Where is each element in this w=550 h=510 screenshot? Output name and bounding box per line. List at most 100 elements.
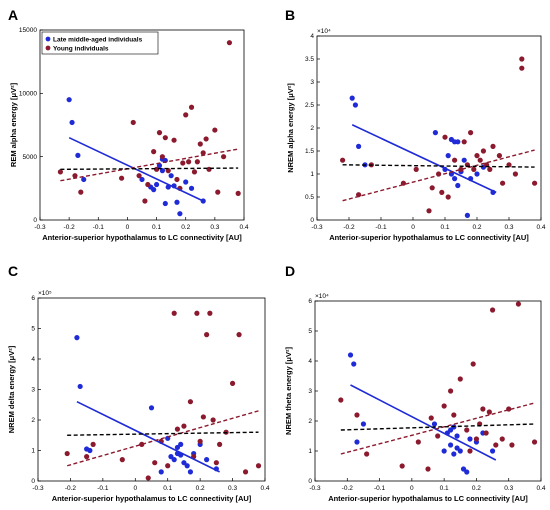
data-point bbox=[66, 97, 72, 103]
data-point bbox=[181, 423, 187, 429]
data-point bbox=[428, 415, 434, 421]
legend-entry: Young individuals bbox=[53, 45, 109, 52]
data-point bbox=[174, 176, 180, 183]
data-point bbox=[452, 176, 458, 182]
data-point bbox=[451, 412, 457, 418]
data-point bbox=[153, 181, 160, 188]
data-point bbox=[204, 332, 210, 338]
data-point bbox=[168, 173, 174, 179]
x-tick-label: 0.2 bbox=[472, 224, 481, 231]
data-point bbox=[72, 173, 78, 179]
data-point bbox=[351, 361, 357, 367]
panel-letter: C bbox=[8, 263, 18, 279]
data-point bbox=[464, 212, 470, 218]
x-tick-label: 0.3 bbox=[228, 485, 237, 492]
fit-line bbox=[342, 149, 535, 202]
data-point bbox=[448, 442, 454, 448]
data-point bbox=[165, 168, 171, 174]
data-point bbox=[165, 463, 171, 469]
data-point bbox=[432, 130, 438, 136]
y-tick-label: 3 bbox=[308, 388, 312, 395]
fit-line bbox=[60, 148, 239, 182]
axis-multiplier: ×10⁴ bbox=[315, 293, 329, 300]
x-tick-label: -0.1 bbox=[375, 224, 387, 231]
data-point bbox=[486, 409, 492, 415]
plot-frame bbox=[39, 29, 245, 221]
data-point bbox=[81, 176, 87, 183]
legend-box bbox=[41, 31, 159, 55]
data-point bbox=[467, 436, 473, 442]
data-point bbox=[217, 441, 223, 447]
panel-d: D -0.3 -0.2 -0.1 0 0.1 0.2 0.3 0.4 0 1 2 3 4 5 6×10⁴ Ant… bbox=[284, 263, 546, 503]
data-point bbox=[171, 457, 177, 463]
data-point bbox=[136, 173, 142, 179]
data-point bbox=[356, 192, 362, 198]
data-point bbox=[519, 65, 525, 71]
data-point bbox=[515, 301, 522, 307]
data-point bbox=[235, 190, 241, 196]
data-point bbox=[441, 448, 447, 454]
data-point bbox=[426, 208, 432, 214]
x-tick-label: 0.3 bbox=[210, 224, 219, 231]
data-point bbox=[349, 95, 355, 101]
x-tick-label: 0 bbox=[126, 224, 130, 231]
data-point bbox=[152, 460, 158, 466]
data-point bbox=[221, 154, 227, 160]
data-point bbox=[159, 154, 165, 160]
data-point bbox=[480, 406, 486, 412]
data-point bbox=[139, 176, 145, 183]
y-tick-label: 6 bbox=[31, 295, 35, 302]
data-point bbox=[425, 466, 431, 472]
data-point bbox=[490, 143, 496, 149]
data-point bbox=[512, 171, 519, 177]
data-point bbox=[119, 175, 125, 181]
data-point bbox=[174, 444, 181, 451]
data-point bbox=[531, 439, 538, 445]
fit-line bbox=[68, 136, 204, 202]
x-tick-label: 0.1 bbox=[440, 485, 449, 492]
data-point bbox=[415, 439, 421, 445]
data-point bbox=[435, 433, 441, 439]
data-point bbox=[84, 454, 90, 460]
data-point bbox=[474, 171, 480, 177]
data-point bbox=[191, 169, 198, 175]
data-point bbox=[188, 185, 195, 191]
data-point bbox=[470, 361, 476, 367]
fit-line bbox=[76, 400, 220, 473]
data-point bbox=[364, 451, 370, 457]
plot-frame bbox=[314, 300, 542, 482]
y-tick-label: 15000 bbox=[19, 27, 37, 34]
data-point bbox=[448, 388, 454, 394]
data-point bbox=[162, 200, 168, 207]
data-point bbox=[142, 198, 148, 204]
data-point bbox=[197, 141, 203, 147]
x-tick-label: 0.4 bbox=[239, 224, 248, 231]
axis-multiplier: ×10⁴ bbox=[317, 28, 331, 35]
data-point bbox=[255, 463, 262, 469]
data-point bbox=[442, 134, 448, 140]
data-point bbox=[429, 185, 435, 191]
data-point bbox=[457, 376, 463, 382]
legend-marker bbox=[45, 36, 51, 42]
data-point bbox=[178, 441, 184, 447]
x-tick-label: -0.2 bbox=[65, 485, 77, 492]
data-point bbox=[399, 463, 405, 469]
data-point bbox=[464, 469, 470, 475]
y-axis-label: NREM alpha energy [μV²] bbox=[286, 83, 295, 173]
data-point bbox=[174, 426, 181, 432]
data-point bbox=[483, 430, 489, 436]
y-tick-label: 0 bbox=[31, 478, 35, 485]
data-point bbox=[171, 310, 177, 316]
x-axis-label: Anterior-superior hypothalamus to LC con… bbox=[329, 233, 529, 242]
data-point bbox=[87, 447, 93, 454]
legend-entry: Late middle-aged individuals bbox=[53, 36, 143, 43]
data-point bbox=[174, 199, 180, 205]
data-point bbox=[352, 102, 358, 108]
data-point bbox=[200, 150, 206, 156]
data-point bbox=[184, 463, 190, 469]
x-tick-label: -0.2 bbox=[343, 224, 355, 231]
data-point bbox=[340, 157, 346, 163]
fit-line bbox=[67, 431, 259, 436]
y-tick-label: 0.5 bbox=[305, 194, 314, 201]
data-point bbox=[489, 307, 496, 313]
